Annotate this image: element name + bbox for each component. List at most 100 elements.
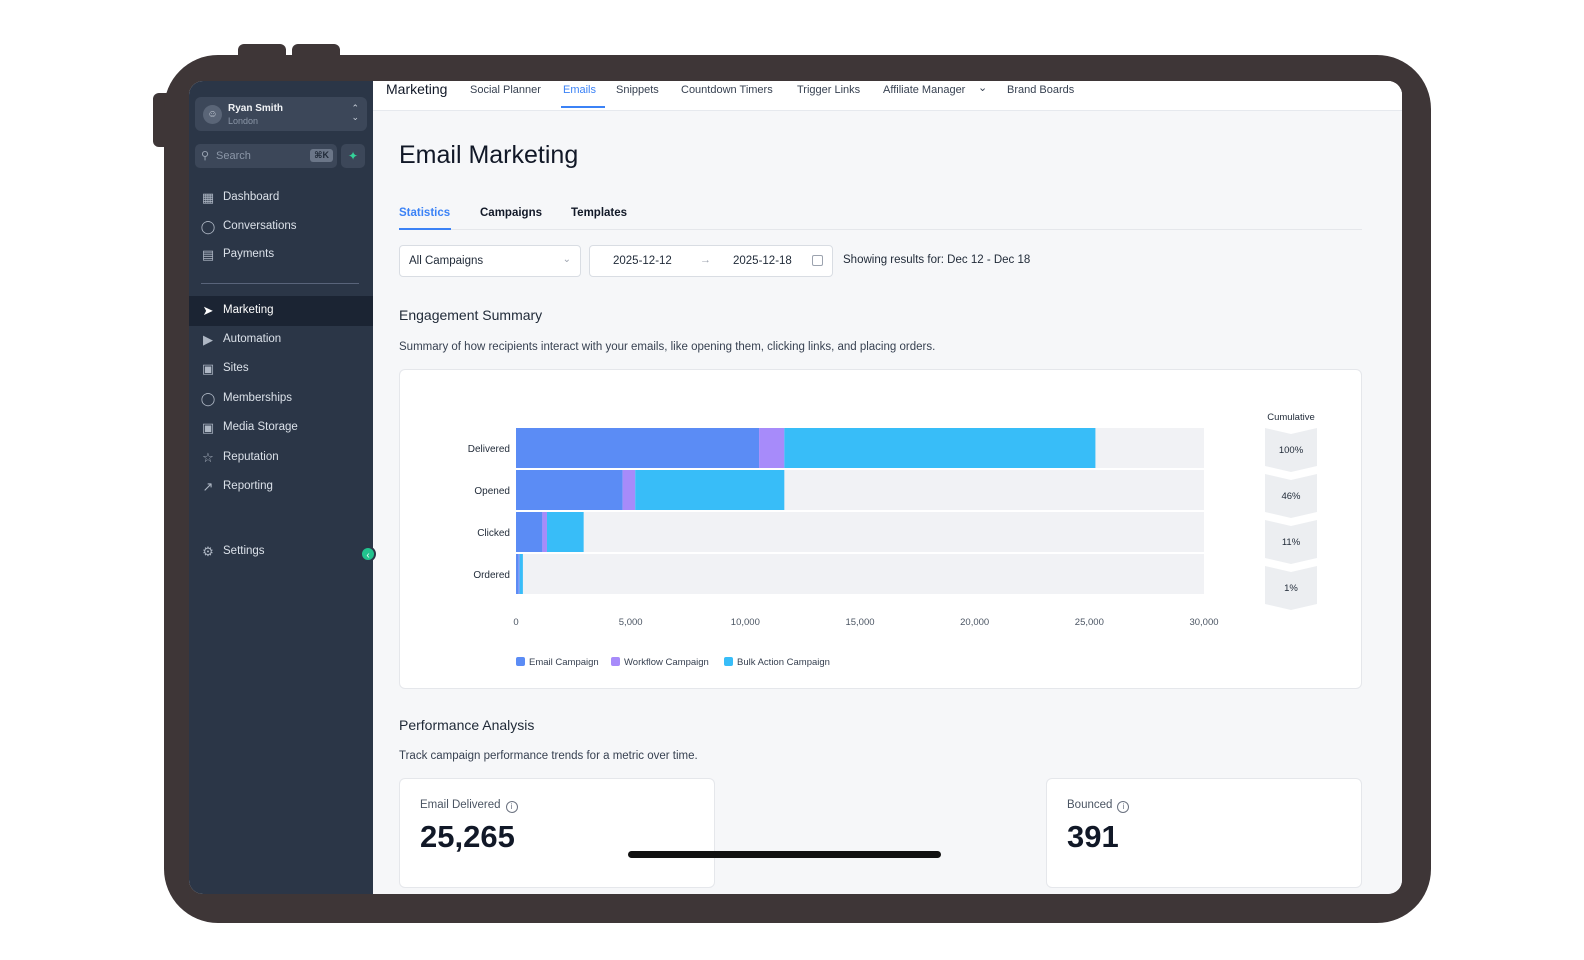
performance-title: Performance Analysis [399, 717, 535, 733]
subtab-divider [399, 229, 1362, 230]
sidebar-item-payments[interactable]: ▤ Payments [189, 240, 373, 270]
x-tick-label: 25,000 [1075, 617, 1104, 628]
sidebar-item-settings[interactable]: ⚙ Settings [189, 537, 373, 567]
active-subtab-indicator [399, 228, 451, 230]
metric-value: 25,265 [420, 819, 515, 854]
arrow-right-icon: → [700, 254, 711, 266]
home-indicator [628, 851, 941, 858]
sidebar-item-automation[interactable]: ▶ Automation [189, 325, 373, 355]
screen: ☺ Ryan Smith London ⌃ ⌄ ⚲ Search ⌘K ✦ ▦ D… [189, 81, 1402, 894]
sidebar-item-reporting[interactable]: ↗ Reporting [189, 472, 373, 502]
trend-up-icon: ↗ [202, 479, 214, 494]
tab-emails[interactable]: Emails [563, 84, 597, 96]
tab-snippets[interactable]: Snippets [616, 84, 659, 96]
tab-affiliate-manager[interactable]: Affiliate Manager [883, 84, 966, 96]
cumulative-value: 100% [1279, 445, 1304, 456]
tab-brand-boards[interactable]: Brand Boards [1007, 84, 1075, 96]
receipt-icon: ▤ [201, 247, 215, 262]
sidebar-item-label: Marketing [223, 304, 274, 316]
engagement-chart: Delivered Opened Clicked Ordered 0 5,000 10,00… [468, 412, 1317, 668]
tab-trigger-links[interactable]: Trigger Links [797, 84, 861, 96]
sidebar-item-label: Reputation [223, 451, 279, 463]
page-title: Email Marketing [399, 141, 579, 169]
tab-countdown-timers[interactable]: Countdown Timers [681, 84, 773, 96]
cumulative-chevron [1265, 566, 1317, 610]
x-tick-label: 0 [513, 617, 518, 628]
sidebar-item-label: Media Storage [223, 421, 298, 433]
quick-action-button[interactable]: ✦ [341, 144, 365, 168]
sidebar-item-label: Reporting [223, 480, 273, 492]
metric-card-bounced[interactable]: Bounced i 391 [1046, 778, 1362, 888]
engagement-title: Engagement Summary [399, 307, 543, 323]
sidebar-item-media-storage[interactable]: ▣ Media Storage [189, 413, 373, 443]
bar-segment [635, 470, 785, 510]
account-switcher[interactable]: ☺ Ryan Smith London ⌃ ⌄ [195, 97, 367, 131]
info-icon[interactable]: i [505, 801, 518, 813]
legend-label: Email Campaign [529, 657, 599, 668]
bar-segment [516, 512, 543, 552]
sidebar-item-label: Settings [223, 545, 265, 557]
sidebar-item-reputation[interactable]: ☆ Reputation [189, 443, 373, 473]
category-label: Opened [474, 486, 510, 497]
performance-description: Track campaign performance trends for a … [399, 750, 698, 762]
cumulative-value: 46% [1281, 491, 1301, 502]
tab-templates[interactable]: Templates [571, 207, 628, 219]
tab-campaigns[interactable]: Campaigns [480, 207, 542, 219]
info-icon[interactable]: i [1117, 801, 1130, 813]
legend-swatch [611, 657, 620, 666]
date-range-picker[interactable]: 2025-12-12 → 2025-12-18 [589, 245, 833, 277]
sidebar-item-label: Memberships [223, 392, 293, 404]
sidebar-item-dashboard[interactable]: ▦ Dashboard [189, 183, 373, 213]
bar-segment [759, 428, 785, 468]
bar-track [516, 554, 1204, 594]
dashboard-icon: ▦ [201, 190, 215, 205]
automation-icon: ▶ [203, 332, 213, 347]
sidebar-item-marketing[interactable]: ➤ Marketing [189, 296, 373, 326]
metric-value: 391 [1067, 819, 1119, 854]
x-tick-label: 10,000 [731, 617, 760, 628]
legend-label: Bulk Action Campaign [737, 657, 830, 668]
bar-segment [622, 470, 636, 510]
image-icon: ▣ [201, 420, 215, 435]
cumulative-chevron [1265, 428, 1317, 472]
category-label: Delivered [468, 444, 510, 455]
gear-icon: ⚙ [202, 544, 214, 559]
date-to[interactable]: 2025-12-18 [733, 255, 792, 267]
category-label: Ordered [473, 570, 510, 581]
metric-label-text: Bounced [1067, 799, 1113, 811]
sidebar-item-label: Conversations [223, 220, 297, 232]
section-title: Marketing [386, 81, 448, 97]
send-icon: ➤ [202, 303, 214, 318]
bar-segment [519, 554, 523, 594]
chevron-down-icon: ⌄ [562, 254, 571, 265]
sidebar-item-sites[interactable]: ▣ Sites [189, 354, 373, 384]
search-input[interactable]: ⚲ Search ⌘K [195, 144, 337, 168]
tab-statistics[interactable]: Statistics [399, 207, 451, 219]
cumulative-chevron [1265, 474, 1317, 518]
bar-segment [542, 512, 547, 552]
campaign-select-value: All Campaigns [409, 255, 484, 267]
award-icon: ◯ [200, 391, 216, 406]
main-content: Marketing Social Planner Emails Snippets… [373, 81, 1402, 894]
tab-social-planner[interactable]: Social Planner [470, 84, 541, 96]
active-tab-indicator [561, 106, 605, 108]
chevron-down-icon[interactable]: ⌄ [978, 82, 988, 94]
sidebar-item-memberships[interactable]: ◯ Memberships [189, 384, 373, 414]
user-name: Ryan Smith [228, 103, 284, 114]
calendar-icon [812, 255, 823, 266]
x-tick-label: 5,000 [619, 617, 643, 628]
metric-label: Bounced i [1067, 799, 1130, 813]
search-shortcut: ⌘K [310, 149, 333, 162]
metric-card-delivered[interactable]: Email Delivered i 25,265 [399, 778, 715, 888]
sidebar-item-conversations[interactable]: ◯ Conversations [189, 212, 373, 242]
x-tick-label: 30,000 [1189, 617, 1218, 628]
campaign-select[interactable]: All Campaigns ⌄ [399, 245, 581, 277]
collapse-sidebar-button[interactable]: ‹ [360, 546, 376, 562]
bar-segment [518, 554, 520, 594]
browser-icon: ▣ [201, 361, 215, 376]
metric-label: Email Delivered i [420, 799, 518, 813]
metric-label-text: Email Delivered [420, 799, 501, 811]
x-tick-label: 20,000 [960, 617, 989, 628]
bar-segment [546, 512, 584, 552]
date-from[interactable]: 2025-12-12 [613, 255, 672, 267]
